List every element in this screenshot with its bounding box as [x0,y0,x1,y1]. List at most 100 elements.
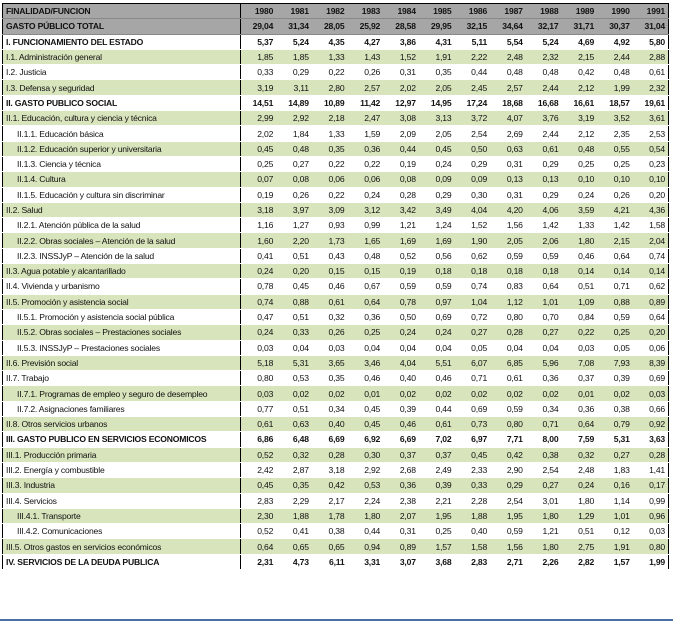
cell-value: 0,89 [383,538,419,555]
cell-value: 0,19 [240,187,277,203]
cell-value: 0,59 [490,248,526,265]
cell-value: 16,68 [525,95,562,112]
cell-value: 3,61 [632,110,669,127]
cell-value: 2,12 [561,79,598,96]
cell-value: 1,16 [240,217,277,234]
cell-value: 2,30 [240,508,277,525]
cell-value: 0,80 [632,538,669,555]
cell-value: 0,59 [525,248,562,265]
cell-value: 2,05 [418,79,455,96]
cell-value: 0,14 [632,263,669,280]
table-row: II.1. Educación, cultura y ciencia y téc… [2,110,669,127]
cell-value: 0,52 [240,447,277,463]
cell-value: 2,87 [276,462,312,479]
table-row: III. GASTO PUBLICO EN SERVICIOS ECONOMIC… [2,431,669,448]
year-header: 1991 [632,3,669,20]
cell-value: 0,46 [418,370,455,387]
cell-value: 0,25 [240,156,277,173]
cell-value: 25,92 [347,18,384,35]
cell-value: 2,02 [240,125,277,142]
row-label: II.1.5. Educación y cultura sin discrimi… [2,187,241,203]
cell-value: 1,09 [561,294,598,310]
cell-value: 0,43 [311,248,348,265]
cell-value: 0,92 [632,416,669,433]
cell-value: 2,20 [276,232,312,249]
cell-value: 0,61 [490,370,526,387]
cell-value: 0,02 [311,385,348,402]
cell-value: 1,99 [597,79,633,96]
cell-value: 32,17 [525,18,562,35]
cell-value: 12,97 [383,95,419,112]
cell-value: 0,28 [490,324,526,341]
cell-value: 1,95 [490,508,526,525]
table-row: III.3. Industria 0,45 0,35 0,42 0,53 0,36 0,39… [2,477,669,494]
cell-value: 0,69 [632,370,669,387]
cell-value: 0,40 [311,416,348,433]
cell-value: 3,01 [525,493,562,509]
cell-value: 0,32 [311,309,348,326]
cell-value: 0,80 [490,309,526,326]
cell-value: 1,21 [383,217,419,234]
cell-value: 1,88 [276,508,312,525]
cell-value: 6,69 [383,431,419,448]
cell-value: 0,29 [490,477,526,494]
cell-value: 6,92 [347,431,384,448]
row-label: II.1. Educación, cultura y ciencia y téc… [2,110,241,127]
cell-value: 0,02 [383,385,419,402]
cell-value: 0,05 [597,340,633,356]
cell-value: 0,27 [597,447,633,463]
table-row: II.5.1. Promoción y asistencia social pú… [2,309,669,326]
cell-value: 3,18 [240,202,277,219]
cell-value: 2,44 [525,125,562,142]
row-label: III.5. Otros gastos en servicios económi… [2,538,241,555]
cell-value: 4,36 [632,202,669,219]
cell-value: 0,04 [347,340,384,356]
row-label: II. GASTO PUBLICO SOCIAL [2,95,241,112]
cell-value: 0,02 [454,385,491,402]
cell-value: 18,68 [490,95,526,112]
cell-value: 3,13 [418,110,455,127]
cell-value: 0,20 [276,263,312,280]
cell-value: 0,44 [383,141,419,157]
row-label: III. GASTO PUBLICO EN SERVICIOS ECONOMIC… [2,431,241,448]
cell-value: 0,64 [561,416,598,433]
cell-value: 0,88 [276,294,312,310]
cell-value: 0,63 [276,416,312,433]
cell-value: 31,04 [632,18,669,35]
cell-value: 0,59 [490,523,526,540]
table-row: I.3. Defensa y seguridad 3,19 3,11 2,80 2,57… [2,79,669,96]
cell-value: 1,01 [525,294,562,310]
cell-value: 0,44 [454,64,491,81]
cell-value: 1,33 [311,49,348,66]
cell-value: 2,05 [418,125,455,142]
cell-value: 14,89 [276,95,312,112]
row-label: II.1.1. Educación básica [2,125,241,142]
cell-value: 2,82 [561,554,598,570]
cell-value: 32,15 [454,18,491,35]
cell-value: 0,04 [383,340,419,356]
year-header: 1982 [311,3,348,20]
cell-value: 0,48 [490,64,526,81]
cell-value: 0,24 [347,187,384,203]
cell-value: 0,36 [347,141,384,157]
cell-value: 0,74 [632,248,669,265]
cell-value: 2,06 [525,232,562,249]
cell-value: 0,36 [561,401,598,418]
cell-value: 2,05 [490,232,526,249]
cell-value: 0,24 [418,324,455,341]
cell-value: 1,52 [454,217,491,234]
cell-value: 2,54 [490,493,526,509]
cell-value: 0,73 [454,416,491,433]
cell-value: 0,64 [525,278,562,295]
cell-value: 5,31 [597,431,633,448]
cell-value: 0,27 [276,156,312,173]
cell-value: 0,37 [561,370,598,387]
cell-value: 2,49 [418,462,455,479]
cell-value: 8,00 [525,431,562,448]
cell-value: 0,08 [383,171,419,188]
cell-value: 1,65 [347,232,384,249]
cell-value: 4,04 [454,202,491,219]
cell-value: 2,17 [311,493,348,509]
cell-value: 0,02 [597,385,633,402]
cell-value: 1,78 [311,508,348,525]
